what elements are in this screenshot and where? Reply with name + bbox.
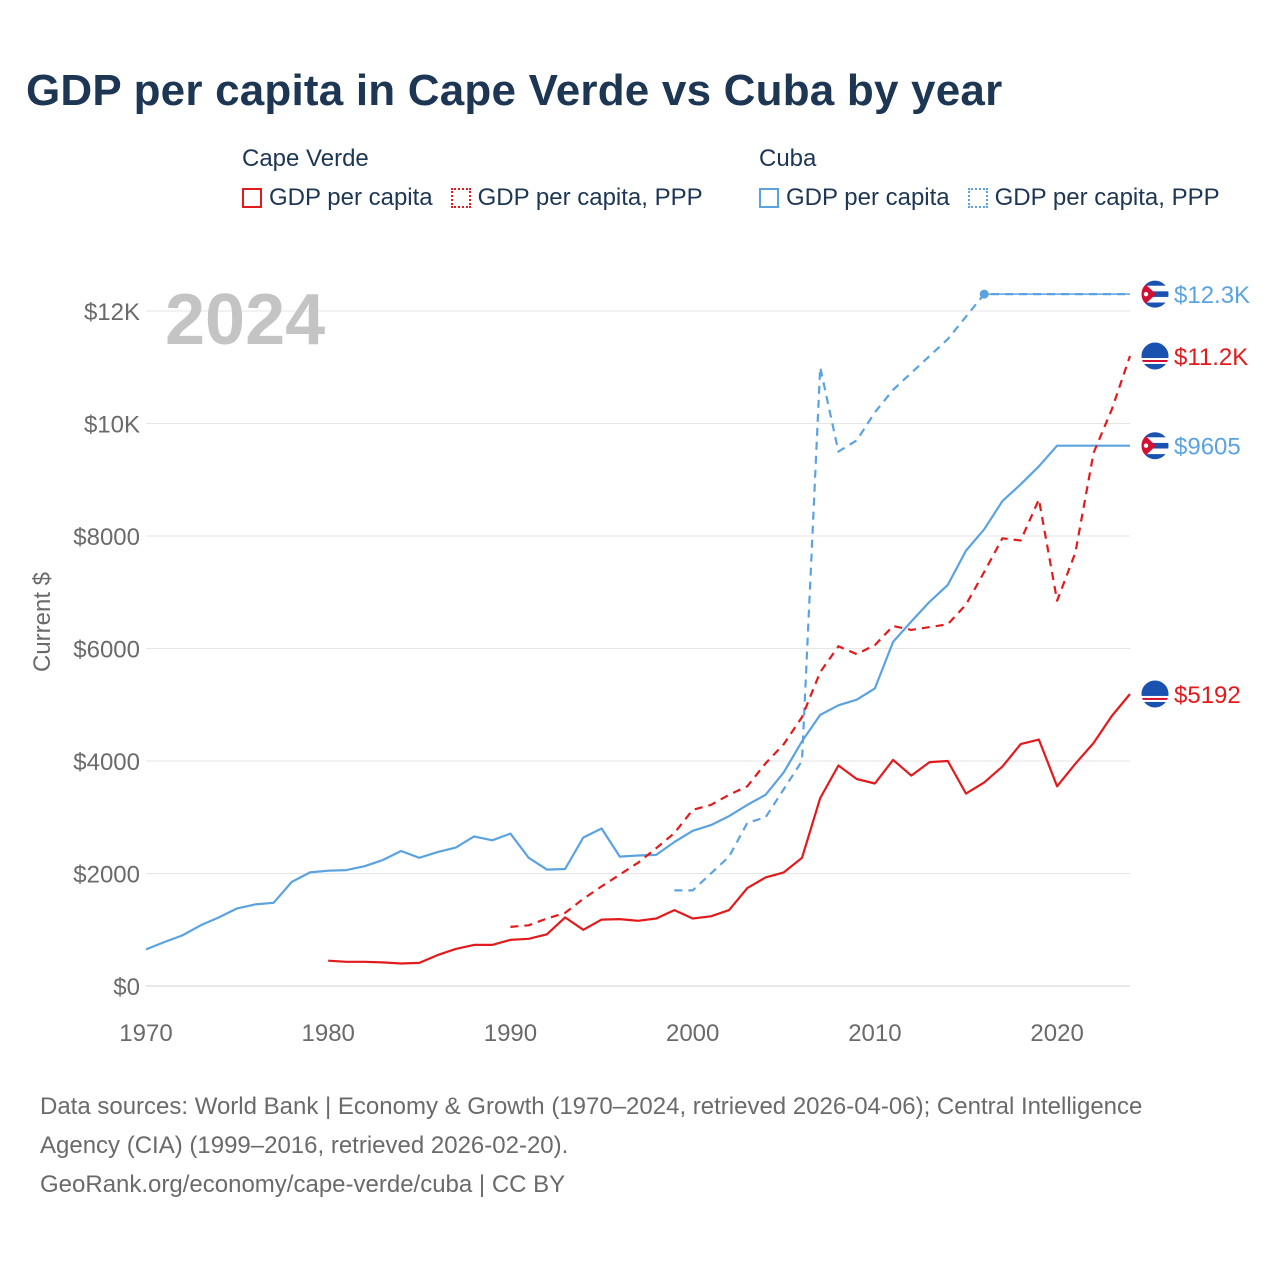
end-label-layer: $9605 $12.3K $5192 $11.2K	[1140, 279, 1250, 709]
legend-group-cuba: Cuba GDP per capita GDP per capita, PPP	[759, 142, 1238, 212]
y-tick-label: $12K	[84, 299, 140, 326]
legend-item-cuba-gdp-ppp[interactable]: GDP per capita, PPP	[967, 184, 1220, 212]
series-line	[328, 693, 1131, 965]
y-tick-label: $2000	[73, 862, 140, 889]
y-tick-label: $8000	[73, 524, 140, 551]
cuba-flag-icon	[1141, 431, 1169, 460]
legend-swatch-dotted	[450, 188, 471, 208]
legend-item-cuba-gdp[interactable]: GDP per capita	[759, 184, 950, 212]
flag-stripe	[1141, 697, 1169, 700]
series-line	[674, 293, 1130, 892]
series-layer	[145, 289, 1132, 965]
legend-group-cape-verde: Cape Verde GDP per capita GDP per capita…	[242, 142, 721, 212]
flag-stripe	[1141, 302, 1169, 309]
series-line	[145, 444, 1130, 951]
legend-label: GDP per capita	[786, 184, 950, 211]
line-chart: $0 $2000 $4000 $6000 $8000 $10K $12K 1970 1980 19…	[29, 279, 1250, 1047]
series-end-label: $5192	[1174, 682, 1241, 709]
series-end-label: $11.2K	[1174, 344, 1248, 371]
y-tick-label: $10K	[84, 412, 140, 439]
y-tick-label: $4000	[73, 749, 140, 776]
flag-triangle	[1141, 431, 1156, 460]
flag-stripe	[1141, 360, 1169, 362]
flag-star	[1143, 291, 1149, 297]
series-end-label: $12.3K	[1174, 282, 1250, 309]
legend-item-cape-verde-gdp-ppp[interactable]: GDP per capita, PPP	[450, 184, 703, 212]
y-tick-label: $0	[113, 974, 140, 1001]
legend-label: GDP per capita, PPP	[994, 184, 1220, 211]
x-tick-label: 1970	[119, 1020, 172, 1047]
cape-verde-flag-icon	[1141, 679, 1169, 708]
chart-title: GDP per capita in Cape Verde vs Cuba by …	[26, 66, 1003, 115]
legend-swatch-solid	[242, 188, 262, 208]
series-end-label: $9605	[1174, 434, 1241, 461]
legend-swatch-dotted	[967, 188, 988, 208]
legend-group-title: Cape Verde	[242, 145, 369, 172]
footer: Data sources: World Bank | Economy & Gro…	[40, 1087, 1142, 1204]
footer-link[interactable]: GeoRank.org/economy/cape-verde/cuba | CC…	[40, 1171, 566, 1198]
footer-sources-line-1: Data sources: World Bank | Economy & Gro…	[40, 1093, 1143, 1120]
x-tick-label: 2010	[848, 1020, 901, 1047]
flag-stripe	[1141, 431, 1169, 438]
grid-layer	[146, 310, 1130, 987]
x-tick-label: 1980	[302, 1020, 355, 1047]
flag-triangle	[1141, 280, 1156, 309]
legend-label: GDP per capita, PPP	[477, 184, 703, 211]
year-label: 2024	[165, 280, 325, 360]
y-tick-label: $6000	[73, 637, 140, 664]
x-tick-label: 1990	[484, 1020, 537, 1047]
flag-star	[1143, 443, 1149, 448]
x-tick-label: 2020	[1030, 1020, 1083, 1047]
flag-stripe	[1141, 280, 1169, 286]
cape-verde-flag-icon	[1141, 342, 1169, 370]
flag-field	[1141, 679, 1169, 708]
flag-stripe	[1141, 454, 1169, 460]
legend-group-title: Cuba	[759, 145, 817, 172]
x-tick-label: 2000	[666, 1020, 719, 1047]
legend-label: GDP per capita	[269, 184, 433, 211]
legend-item-cape-verde-gdp[interactable]: GDP per capita	[242, 184, 433, 212]
series-line	[510, 355, 1132, 928]
flag-field	[1141, 342, 1169, 370]
flag-border	[1140, 341, 1170, 371]
footer-sources-line-2: Agency (CIA) (1999–2016, retrieved 2026-…	[40, 1132, 569, 1159]
legend-swatch-solid	[759, 188, 779, 208]
y-axis-label: Current $	[29, 572, 56, 672]
cuba-flag-icon	[1141, 280, 1169, 309]
flag-border	[1140, 279, 1170, 309]
flag-border	[1140, 679, 1170, 709]
axis-layer: $0 $2000 $4000 $6000 $8000 $10K $12K 1970 1980 19…	[73, 299, 1084, 1047]
flag-border	[1140, 431, 1170, 461]
